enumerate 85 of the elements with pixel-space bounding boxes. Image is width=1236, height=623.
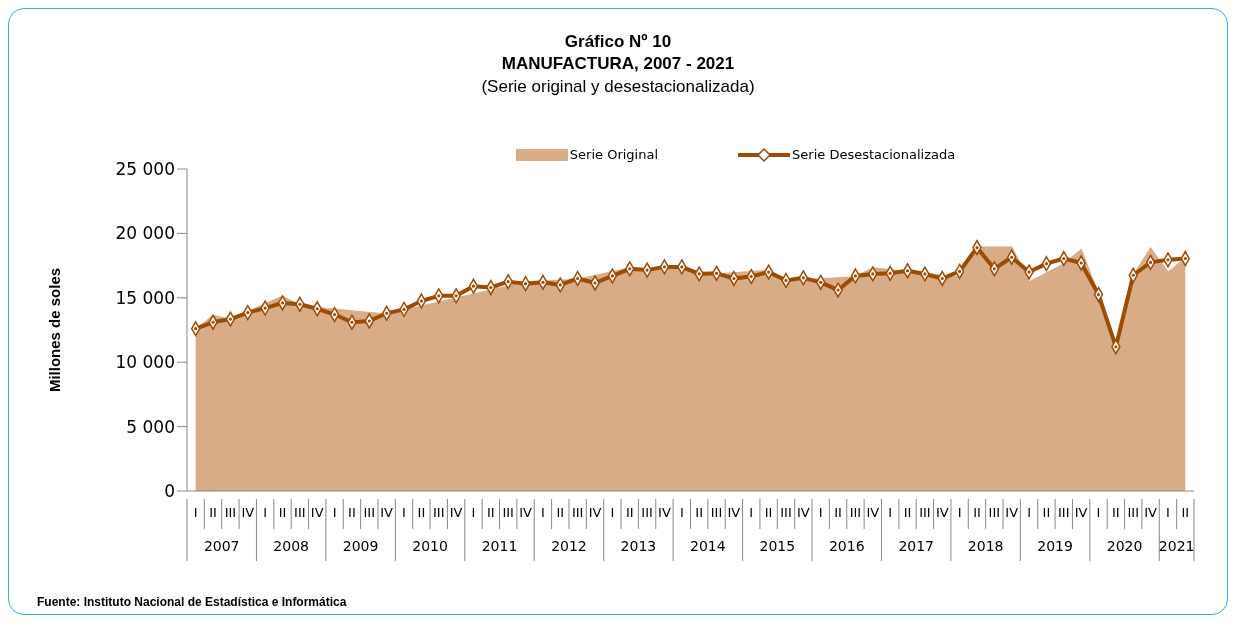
x-tick-label: III <box>710 505 723 520</box>
x-tick-label: I <box>749 505 754 520</box>
x-tick-label: II <box>417 505 426 520</box>
x-tick-label: II <box>764 505 773 520</box>
x-tick-label: I <box>888 505 893 520</box>
x-tick-label: IV <box>449 505 463 520</box>
x-tick-label: I <box>193 505 198 520</box>
x-tick-label: II <box>625 505 634 520</box>
legend-label: Serie Original <box>569 147 659 162</box>
x-tick-label: IV <box>380 505 394 520</box>
x-tick-label: III <box>849 505 862 520</box>
x-tick-label: III <box>988 505 1001 520</box>
x-tick-label: II <box>487 505 495 520</box>
x-tick-label: II <box>695 505 704 520</box>
text: 2019 <box>1037 538 1073 554</box>
x-tick-label: I <box>957 505 962 520</box>
x-tick-label: III <box>780 505 792 520</box>
text: 2012 <box>551 538 587 554</box>
x-tick-label: I <box>332 505 337 520</box>
x-tick-label: I <box>402 505 406 520</box>
x-tick-label: III <box>363 505 376 520</box>
text: 2015 <box>759 538 796 554</box>
x-tick-label: III <box>1127 505 1139 520</box>
legend-label: Serie Desestacionalizada <box>792 147 956 162</box>
text: 2020 <box>1106 538 1143 554</box>
chart-title: Gráfico Nº 10 MANUFACTURA, 2007 - 2021 <box>500 31 736 75</box>
y-tick-label: 10 000 <box>115 352 175 373</box>
x-tick-label: I <box>1166 505 1170 520</box>
x-tick-label: II <box>834 505 842 520</box>
x-tick-label: IV <box>1074 505 1088 520</box>
x-tick-label: IV <box>727 505 741 520</box>
x-tick-label: I <box>471 505 476 520</box>
x-tick-label: II <box>973 505 981 520</box>
x-tick-label: IV <box>310 505 324 520</box>
text: 2021 <box>1158 538 1195 554</box>
x-tick-label: I <box>818 505 823 520</box>
y-axis-title: Millones de soles <box>46 267 64 393</box>
x-tick-label: III <box>571 505 584 520</box>
x-tick-label: IV <box>658 505 671 520</box>
x-tick-label: III <box>224 505 237 520</box>
y-tick-label: 0 <box>164 481 175 502</box>
x-tick-label: IV <box>241 505 255 520</box>
text: 2008 <box>273 538 309 554</box>
x-tick-label: II <box>903 505 912 520</box>
x-tick-label: IV <box>519 505 533 520</box>
x-tick-label: II <box>209 505 217 520</box>
x-tick-label: II <box>1181 505 1190 520</box>
text: 2018 <box>967 538 1004 554</box>
x-tick-label: IV <box>1144 505 1158 520</box>
x-tick-label: III <box>919 505 931 520</box>
chart-subtitle: (Serie original y desestacionalizada) <box>480 76 756 98</box>
x-tick-label: II <box>278 505 287 520</box>
text: 2016 <box>828 538 865 554</box>
x-tick-label: II <box>348 505 356 520</box>
source-note: Fuente: Instituto Nacional de Estadística e Informática <box>37 595 347 609</box>
x-tick-label: IV <box>796 505 810 520</box>
text: 2011 <box>481 538 518 554</box>
x-tick-label: III <box>641 505 653 520</box>
x-tick-label: IV <box>935 505 949 520</box>
x-tick-label: III <box>502 505 514 520</box>
x-tick-label: IV <box>866 505 880 520</box>
x-tick-label: I <box>610 505 615 520</box>
x-tick-label: II <box>556 505 565 520</box>
text: 2013 <box>620 538 657 554</box>
y-tick-label: 20 000 <box>115 223 175 244</box>
x-tick-label: IV <box>588 505 602 520</box>
x-tick-label: III <box>432 505 445 520</box>
x-tick-label: III <box>1058 505 1070 520</box>
x-tick-label: I <box>1096 505 1101 520</box>
x-tick-label: II <box>1042 505 1051 520</box>
x-tick-label: I <box>263 505 268 520</box>
text: 2010 <box>412 538 448 554</box>
x-tick-label: I <box>1027 505 1031 520</box>
x-tick-label: I <box>679 505 684 520</box>
text: 2017 <box>898 538 935 554</box>
x-tick-label: IV <box>1005 505 1019 520</box>
x-tick-label: III <box>294 505 306 520</box>
text: 2007 <box>203 538 240 554</box>
x-tick-label: I <box>541 505 545 520</box>
text: 2014 <box>690 538 726 554</box>
y-tick-label: 25 000 <box>115 159 175 180</box>
y-tick-label: 15 000 <box>115 287 175 308</box>
y-tick-label: 5 000 <box>126 416 175 437</box>
x-tick-label: II <box>1112 505 1120 520</box>
text: 2009 <box>342 538 379 554</box>
